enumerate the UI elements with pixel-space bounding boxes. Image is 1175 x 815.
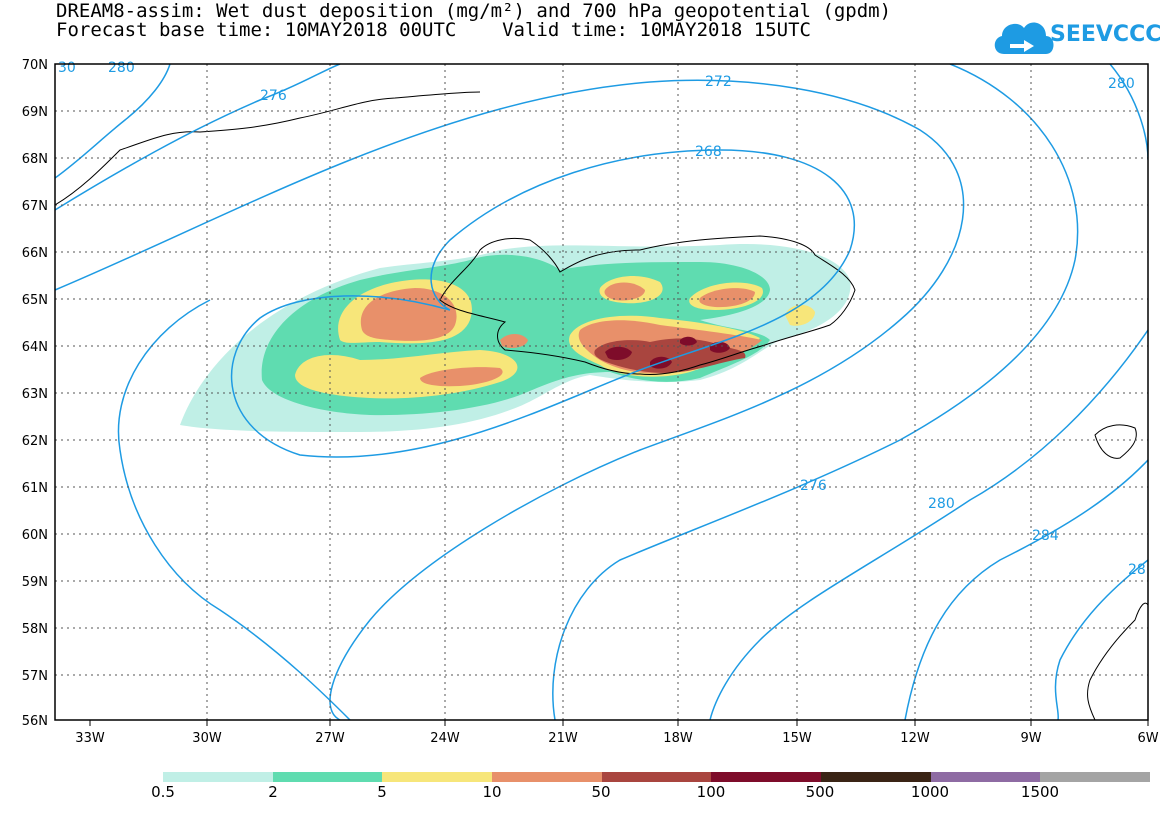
lat-label: 66N — [22, 246, 48, 261]
dust-level-100 — [680, 336, 697, 346]
lat-label: 64N — [22, 340, 48, 355]
legend-label: 10 — [482, 783, 502, 801]
legend-swatch — [821, 772, 931, 782]
legend-swatch — [382, 772, 493, 782]
lon-label: 9W — [1020, 731, 1041, 746]
legend-swatch — [711, 772, 822, 782]
contour-272 — [55, 79, 965, 720]
iceland-coast — [439, 235, 856, 375]
dust-level-10 — [699, 288, 755, 308]
legend-label: 1500 — [1020, 783, 1060, 801]
contour-label: 276 — [800, 478, 827, 494]
dust-level-10 — [604, 282, 645, 301]
lon-label: 21W — [548, 731, 578, 746]
dust-deposition-field — [180, 244, 851, 432]
graticule — [55, 64, 1148, 720]
lon-label: 15W — [782, 731, 812, 746]
dust-level-10 — [420, 367, 503, 387]
lat-label: 68N — [22, 152, 48, 167]
lat-label: 57N — [22, 669, 48, 684]
lat-label: 56N — [22, 714, 48, 729]
legend-label: 50 — [591, 783, 611, 801]
lat-label: 65N — [22, 293, 48, 308]
contour-276 — [55, 64, 341, 211]
dust-level-10 — [500, 334, 528, 348]
lat-label: 69N — [22, 105, 48, 120]
legend-label: 100 — [696, 783, 726, 801]
contour-268 — [230, 149, 856, 458]
lon-label: 6W — [1137, 731, 1158, 746]
lat-label: 60N — [22, 528, 48, 543]
legend-label: 2 — [268, 783, 278, 801]
contour-label: 268 — [695, 144, 722, 160]
lat-label: 59N — [22, 575, 48, 590]
longitude-labels: 33W 30W 27W 24W 21W 18W 15W 12W 9W 6W — [75, 731, 1158, 746]
scotland-coast — [1087, 602, 1148, 720]
lat-label: 62N — [22, 434, 48, 449]
lat-label: 58N — [22, 622, 48, 637]
geopotential-contours — [55, 64, 1148, 720]
lon-label: 24W — [430, 731, 460, 746]
contour-label: 280 — [108, 60, 135, 76]
faroe-coast — [1094, 424, 1137, 459]
contour-280c — [709, 329, 1148, 720]
contour-288 — [1054, 559, 1148, 720]
map-title: DREAM8-assim: Wet dust deposition (mg/m²… — [56, 0, 892, 22]
contour-280d — [117, 299, 351, 720]
greenland-coast — [55, 91, 481, 206]
legend-label: 1000 — [910, 783, 950, 801]
legend-swatch — [601, 772, 712, 782]
lon-label: 18W — [663, 731, 693, 746]
lat-label: 70N — [22, 58, 48, 73]
dust-level-100 — [605, 346, 632, 360]
legend-swatch — [163, 772, 273, 782]
legend-label: 500 — [805, 783, 835, 801]
contour-284 — [904, 459, 1148, 720]
dust-level-5 — [295, 350, 518, 399]
legend-colorbar — [163, 772, 1151, 782]
logo-text: SEEVCCC — [1050, 22, 1162, 47]
latitude-labels: 70N 69N 68N 67N 66N 65N 64N 63N 62N 61N … — [22, 58, 48, 729]
tick-marks — [89, 720, 1149, 726]
lon-label: 30W — [192, 731, 222, 746]
lon-label: 27W — [315, 731, 345, 746]
map-frame — [54, 63, 1149, 721]
contour-label: 30 — [58, 60, 76, 76]
legend-swatch — [1040, 772, 1151, 782]
legend-swatch — [272, 772, 383, 782]
contour-label: 280 — [1108, 76, 1135, 92]
legend-swatch — [492, 772, 602, 782]
lon-label: 33W — [75, 731, 105, 746]
lon-label: 12W — [900, 731, 930, 746]
contour-280 — [55, 64, 171, 179]
legend-label: 5 — [377, 783, 387, 801]
lat-label: 67N — [22, 199, 48, 214]
lat-label: 63N — [22, 387, 48, 402]
contour-label: 276 — [260, 88, 287, 104]
contour-276b — [552, 64, 1079, 720]
dust-level-10 — [360, 288, 457, 341]
coastline — [55, 91, 1148, 720]
lat-label: 61N — [22, 481, 48, 496]
map-subtitle: Forecast base time: 10MAY2018 00UTC Vali… — [56, 19, 811, 41]
legend-label: 0.5 — [151, 783, 175, 801]
contour-label: 284 — [1032, 528, 1059, 544]
contour-label: 280 — [928, 496, 955, 512]
contour-label: 28 — [1128, 562, 1146, 578]
cloud-icon — [994, 22, 1054, 54]
legend-swatch — [930, 772, 1041, 782]
contour-label: 272 — [705, 74, 732, 90]
